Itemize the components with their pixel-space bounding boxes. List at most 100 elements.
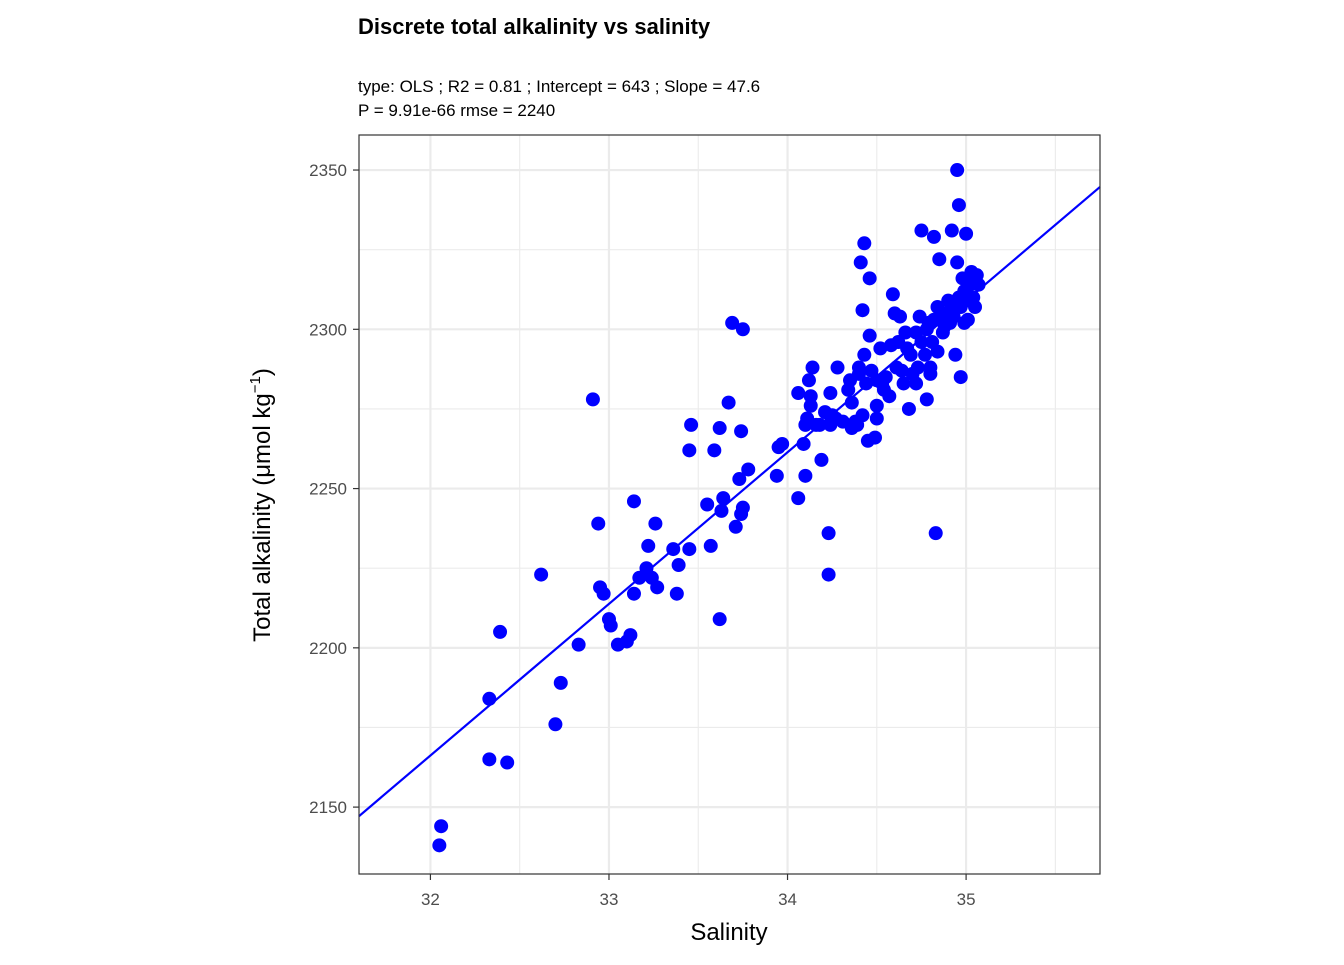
data-point [703,538,718,553]
data-point [700,497,715,512]
chart-subtitle-line-2: P = 9.91e-66 rmse = 2240 [358,101,555,120]
y-tick-label: 2300 [309,320,347,339]
data-point [648,516,663,531]
data-point [873,341,888,356]
y-tick-label: 2350 [309,161,347,180]
data-point [923,360,938,375]
data-point [791,386,806,401]
data-point [855,408,870,423]
data-point [734,424,749,439]
data-point [862,328,877,343]
axes: 32 33 34 35 2150 2200 2250 2300 2350 [309,161,975,909]
data-point [859,376,874,391]
data-point [853,255,868,270]
data-points [432,163,986,853]
data-point [721,395,736,410]
data-point [626,494,641,509]
data-point [909,376,924,391]
data-point [959,226,974,241]
data-point [500,755,515,770]
data-point [682,542,697,557]
data-point [684,417,699,432]
data-point [585,392,600,407]
data-point [805,360,820,375]
data-point [948,347,963,362]
data-point [878,370,893,385]
x-tick-label: 35 [957,890,976,909]
data-point [953,370,968,385]
data-point [930,344,945,359]
data-point [735,500,750,515]
data-point [814,452,829,467]
data-point [769,468,784,483]
data-point [914,335,929,350]
y-tick-label: 2150 [309,798,347,817]
data-point [812,417,827,432]
data-point [669,586,684,601]
x-axis-title: Salinity [690,919,767,946]
chart-title: Discrete total alkalinity vs salinity [358,14,711,39]
data-point [732,472,747,487]
data-point [623,628,638,643]
data-point [482,691,497,706]
data-point [626,586,641,601]
data-point [862,271,877,286]
y-tick-label: 2200 [309,639,347,658]
data-point [707,443,722,458]
data-point [823,386,838,401]
data-point [682,443,697,458]
data-point [548,717,563,732]
chart-subtitle-line-1: type: OLS ; R2 = 0.81 ; Intercept = 643 … [358,77,760,96]
data-point [918,347,933,362]
data-point [885,287,900,302]
panel-border [358,134,1101,875]
data-point [932,252,947,267]
data-point [894,363,909,378]
data-point [960,312,975,327]
data-point [869,398,884,413]
data-point [951,198,966,213]
data-point [950,255,965,270]
data-point [493,624,508,639]
x-tick-label: 32 [421,890,440,909]
data-point [534,567,549,582]
data-point [432,838,447,853]
data-point [901,401,916,416]
x-tick-label: 34 [778,890,797,909]
data-point [919,392,934,407]
data-point [928,526,943,541]
data-point [855,303,870,318]
data-point [712,421,727,436]
data-point [650,580,665,595]
y-axis-title-superscript: −1 [247,376,264,393]
data-point [971,277,986,292]
data-point [775,436,790,451]
data-point [821,567,836,582]
data-point [944,223,959,238]
data-point [851,360,866,375]
data-point [796,436,811,451]
data-point [798,468,813,483]
data-point [791,491,806,506]
y-axis-title: Total alkalinity (μmol kg−1) [247,368,276,642]
data-point [830,360,845,375]
data-point [712,612,727,627]
data-point [968,300,983,315]
data-point [741,462,756,477]
data-point [898,325,913,340]
data-point [553,675,568,690]
data-point [482,752,497,767]
data-point [896,376,911,391]
data-point [882,389,897,404]
data-point [857,236,872,251]
data-point [735,322,750,337]
data-point [950,163,965,178]
y-axis-title-close: ) [249,368,276,376]
data-point [571,637,586,652]
y-axis-title-unit: mol kg [249,393,276,464]
data-point [844,395,859,410]
data-point [803,389,818,404]
data-point [596,586,611,601]
